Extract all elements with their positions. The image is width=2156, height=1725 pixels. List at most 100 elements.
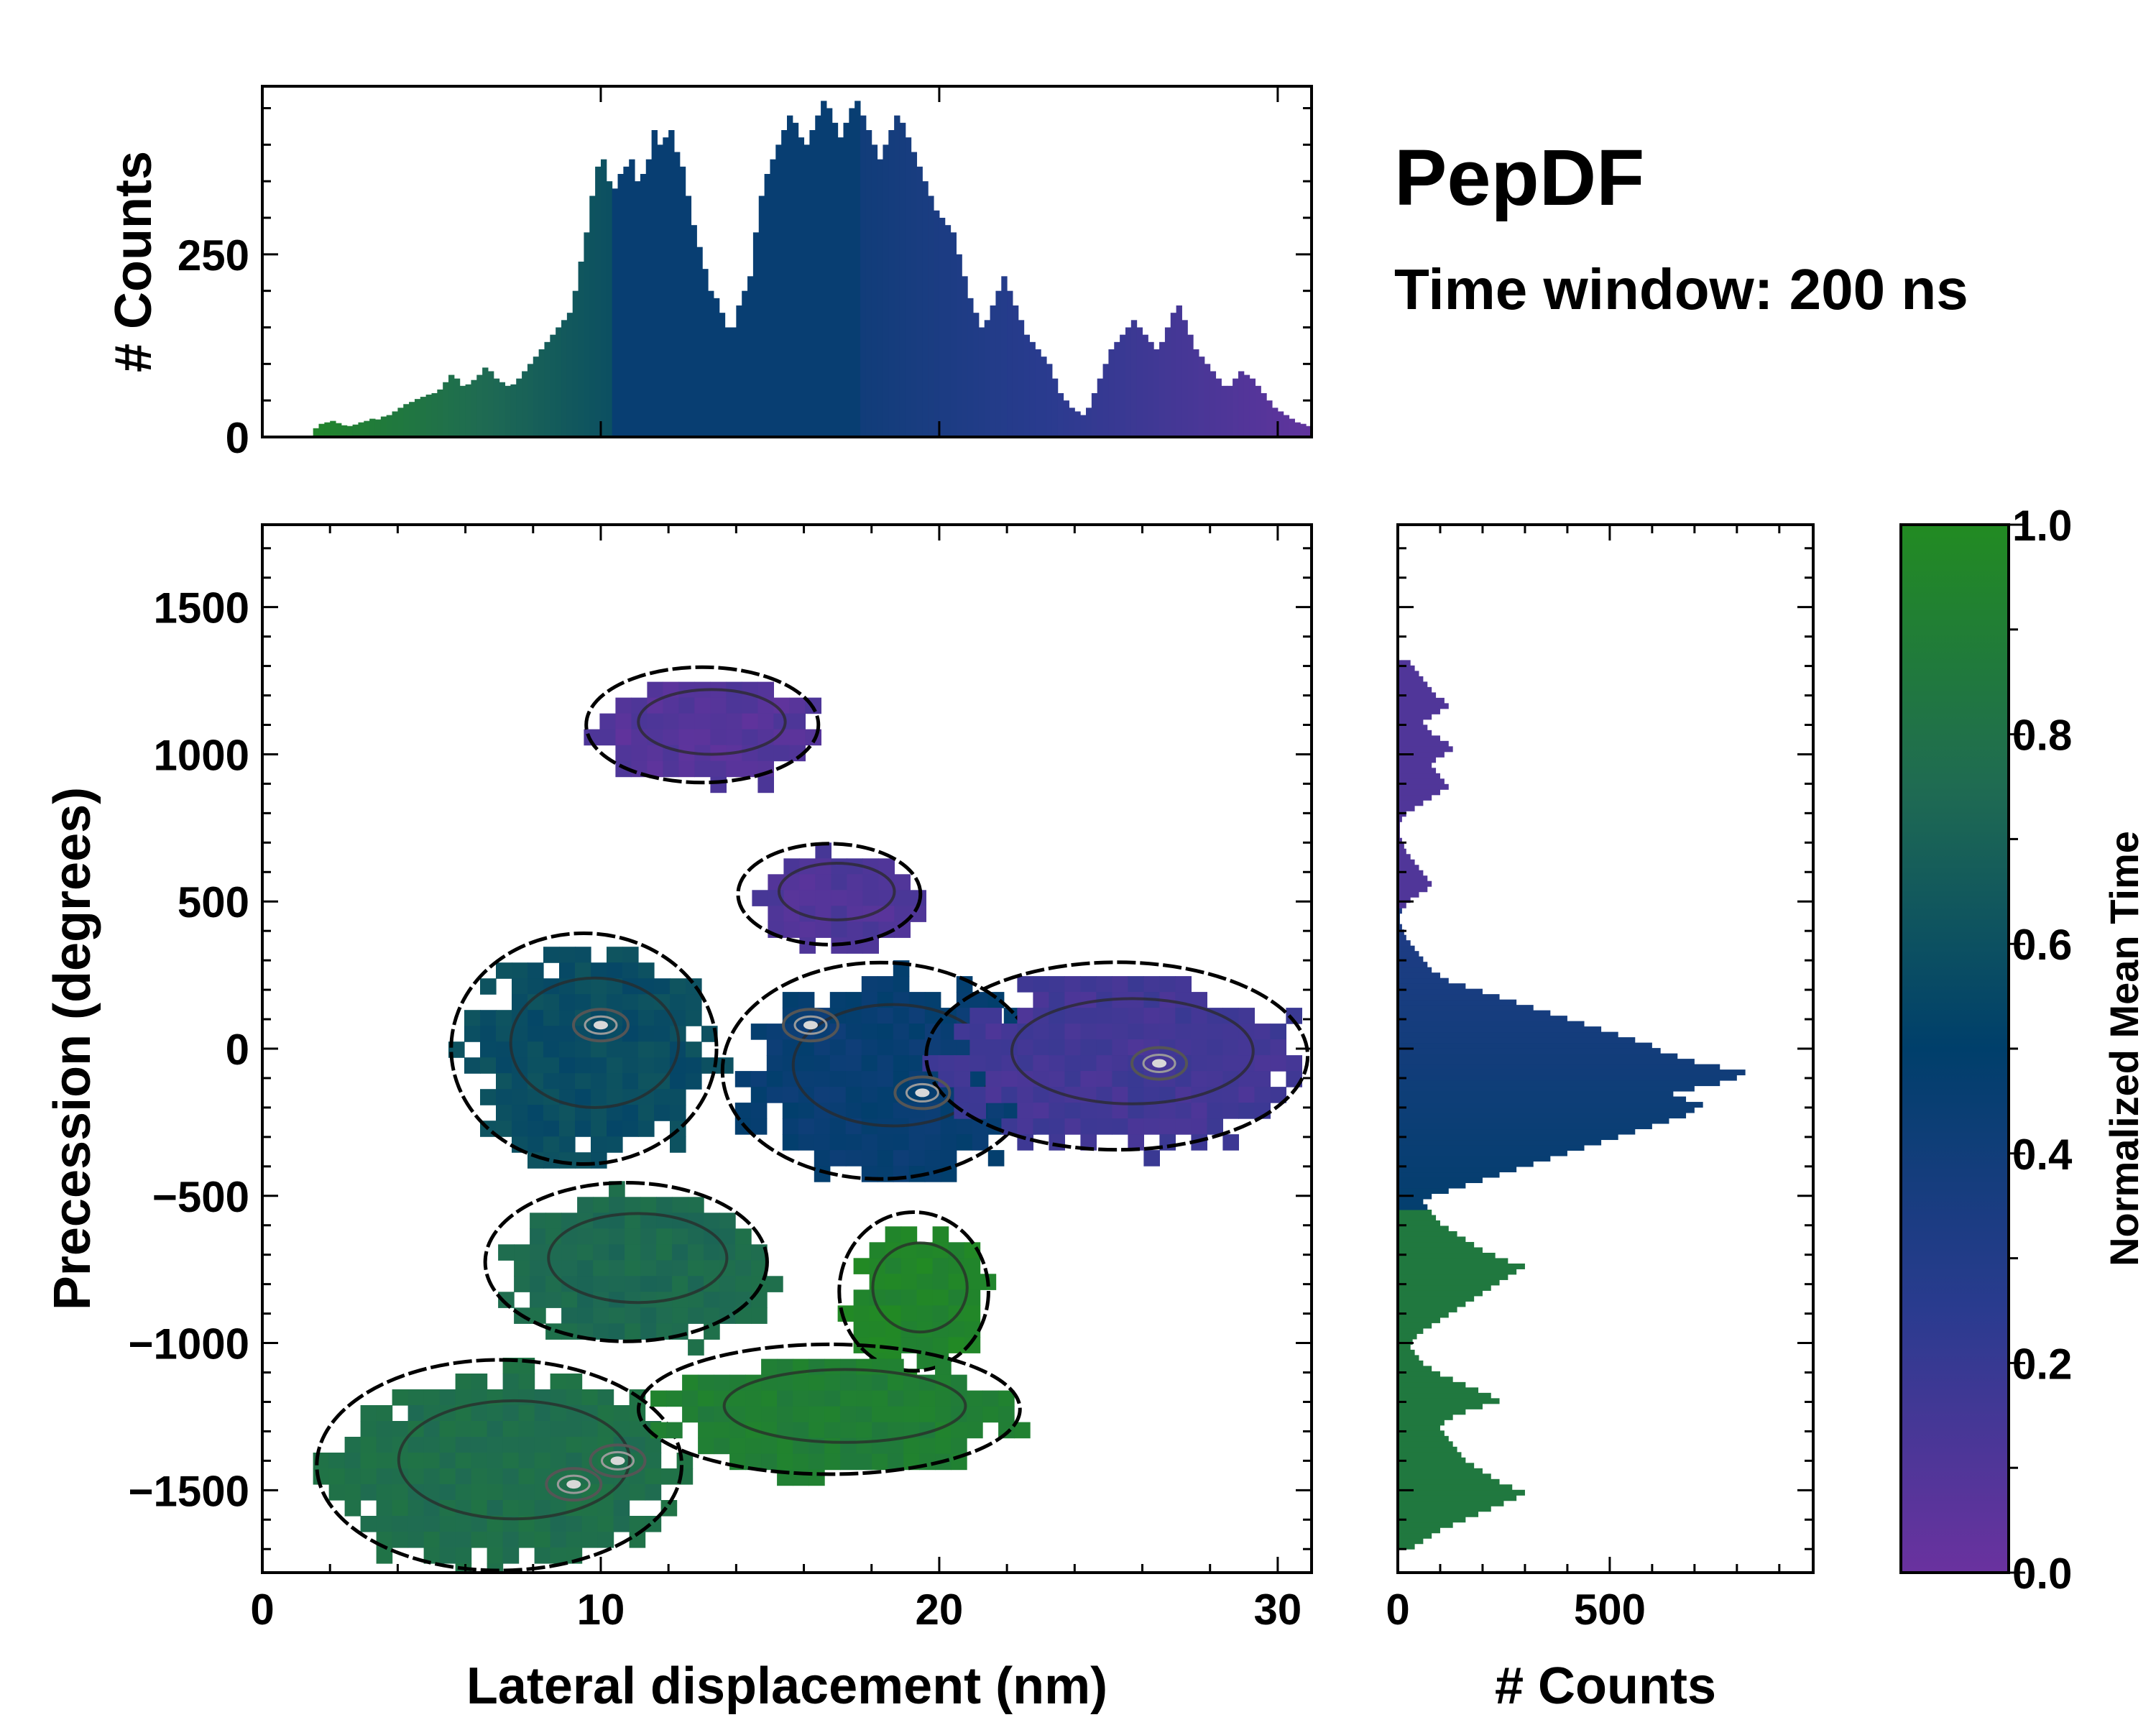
heatmap-cell: [1017, 1071, 1033, 1087]
heatmap-cell: [609, 1323, 625, 1340]
heatmap-cell: [932, 1226, 949, 1243]
heatmap-cell: [575, 994, 591, 1011]
heatmap-cell: [856, 1358, 872, 1376]
heatmap-cell: [439, 1437, 456, 1453]
heatmap-cell: [698, 1438, 714, 1455]
heatmap-cell: [798, 1103, 815, 1119]
heatmap-cell: [593, 1228, 609, 1245]
heatmap-cell: [903, 1390, 920, 1407]
heatmap-cell: [577, 1276, 594, 1292]
heatmap-cell: [717, 1057, 734, 1074]
heatmap-cell: [908, 1008, 926, 1024]
heatmap-cell: [625, 1260, 641, 1276]
right-bar: [1398, 697, 1445, 704]
right-xlabel: # Counts: [1495, 1657, 1716, 1715]
right-bar: [1398, 1366, 1432, 1372]
heatmap-cell: [735, 1228, 752, 1245]
heatmap-cell: [710, 729, 727, 746]
top-bar: [313, 428, 319, 437]
heatmap-cell: [550, 1547, 567, 1564]
right-bar: [1398, 789, 1440, 796]
heatmap-cell: [550, 1453, 567, 1469]
heatmap-cell: [969, 1055, 986, 1072]
heatmap-cell: [719, 1292, 736, 1308]
heatmap-cell: [840, 1453, 857, 1471]
right-bar: [1398, 714, 1432, 720]
right-bar: [1398, 762, 1432, 768]
colorbar-label: Normalized Mean Time: [2101, 831, 2147, 1266]
right-bar: [1398, 1145, 1585, 1151]
heatmap-cell: [831, 858, 847, 875]
right-bar: [1398, 1312, 1449, 1318]
right-bar: [1398, 1376, 1453, 1383]
heatmap-cell: [622, 1057, 639, 1074]
heatmap-cell: [640, 1197, 657, 1213]
right-bar: [1398, 1016, 1567, 1022]
heatmap-cell: [1191, 1118, 1207, 1135]
heatmap-cell: [777, 1406, 793, 1423]
outer-contour: [449, 931, 719, 1167]
top-bar: [336, 423, 342, 437]
heatmap-cell: [1049, 992, 1065, 1008]
top-bar: [854, 101, 861, 437]
heatmap-cell: [1175, 1055, 1192, 1072]
heatmap-cell: [935, 1438, 952, 1455]
right-bar: [1398, 1328, 1424, 1334]
heatmap-cell: [766, 1071, 783, 1087]
heatmap-cell: [591, 962, 607, 979]
top-bar: [1164, 327, 1171, 437]
heatmap-cell: [916, 1321, 934, 1338]
heatmap-cell: [1128, 1087, 1144, 1103]
heatmap-cell: [856, 1406, 872, 1423]
heatmap-cell: [1064, 1039, 1081, 1056]
heatmap-cell: [1128, 1118, 1144, 1135]
heatmap-cell: [597, 1500, 614, 1517]
heatmap-cell: [654, 1026, 671, 1042]
heatmap-cell: [1017, 1008, 1033, 1024]
heatmap-cell: [514, 1260, 530, 1276]
heatmap-cell: [599, 713, 616, 730]
top-bar: [922, 181, 929, 438]
heatmap-cell: [688, 1292, 704, 1308]
right-bar: [1398, 1085, 1695, 1092]
heatmap-cell: [985, 1087, 1002, 1103]
heatmap-cell: [660, 1500, 678, 1517]
heatmap-cell: [1254, 1071, 1271, 1087]
right-bar: [1398, 1344, 1411, 1351]
heatmap-cell: [704, 1228, 720, 1245]
top-bar: [623, 166, 630, 437]
heatmap-cell: [480, 1041, 497, 1058]
heatmap-cell: [559, 1057, 576, 1074]
heatmap-cell: [423, 1421, 441, 1438]
heatmap-cell: [471, 1453, 488, 1469]
heatmap-cell: [831, 874, 847, 891]
heatmap-cell: [1049, 1103, 1065, 1119]
right-bar: [1398, 1527, 1440, 1534]
heatmap-cell: [935, 1390, 952, 1407]
heatmap-cell: [344, 1500, 361, 1517]
heatmap-cell: [640, 1307, 657, 1324]
right-bar: [1398, 1322, 1432, 1329]
heatmap-cell: [577, 1228, 594, 1245]
colorbar-ticks: 0.0 0.2 0.4 0.6 0.8 1.0: [2009, 502, 2073, 1598]
heatmap-cell: [1064, 1071, 1081, 1087]
heatmap-cell: [1049, 1039, 1065, 1056]
top-bar: [758, 196, 765, 437]
heatmap-cell: [750, 1103, 768, 1119]
heatmap-cell: [638, 1057, 655, 1074]
right-bar: [1398, 1279, 1500, 1286]
heatmap-cell: [654, 1089, 671, 1105]
heatmap-cell: [545, 1292, 562, 1308]
heatmap-cell: [471, 1500, 488, 1517]
heatmap-cell: [512, 1041, 528, 1058]
heatmap-cell: [888, 1406, 904, 1423]
heatmap-cell: [954, 1024, 970, 1040]
heatmap-cell: [1238, 1087, 1255, 1103]
heatmap-cell: [1191, 1071, 1207, 1087]
heatmap-cell: [534, 1516, 551, 1532]
heatmap-cell: [464, 1010, 481, 1026]
heatmap-cell: [487, 1484, 504, 1501]
top-bar: [510, 384, 517, 437]
top-panel-ticks: 0 250: [178, 86, 1312, 462]
heatmap-cell: [487, 1500, 504, 1517]
